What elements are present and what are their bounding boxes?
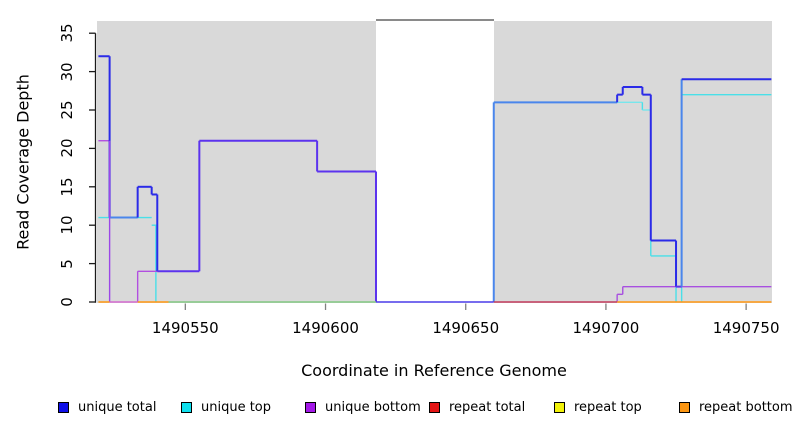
legend-swatch-icon [679,402,690,413]
legend-item-repeat-bottom: repeat bottom [679,400,792,415]
x-tick-label: 1490650 [432,319,500,337]
legend-swatch-icon [429,402,440,413]
legend-label: unique bottom [325,400,421,415]
y-tick-label: 0 [58,297,76,307]
y-tick-label: 10 [58,215,76,235]
x-tick-label: 1490550 [151,319,219,337]
legend-label: unique total [78,400,157,415]
legend-item-unique-total: unique total [58,400,156,415]
y-tick-label: 35 [58,23,76,43]
legend-label: repeat top [574,400,642,415]
legend-item-unique-top: unique top [181,400,271,415]
legend-item-unique-bottom: unique bottom [305,400,421,415]
series-lines [98,55,772,303]
legend-swatch-icon [305,402,316,413]
legend-label: unique top [201,400,272,415]
legend-item-repeat-total: repeat total [429,400,525,415]
y-tick-label: 30 [58,62,76,82]
x-tick-label: 1490700 [572,319,640,337]
legend-label: repeat bottom [699,400,792,415]
legend-swatch-icon [554,402,565,413]
plot-area [97,19,772,305]
y-tick-label: 15 [58,177,76,197]
y-tick-label: 5 [58,258,76,269]
y-tick-label: 25 [58,100,76,120]
legend-swatch-icon [181,402,192,413]
x-axis-title: Coordinate in Reference Genome [301,361,567,380]
coverage-gap-region [375,19,494,305]
legend-label: repeat total [449,400,526,415]
legend-swatch-icon [58,402,69,413]
x-tick-label: 1490750 [712,319,780,337]
x-tick-label: 1490600 [292,319,359,337]
y-tick-label: 20 [58,138,76,158]
legend-item-repeat-top: repeat top [554,400,642,415]
y-axis-title: Read Coverage Depth [13,74,33,250]
